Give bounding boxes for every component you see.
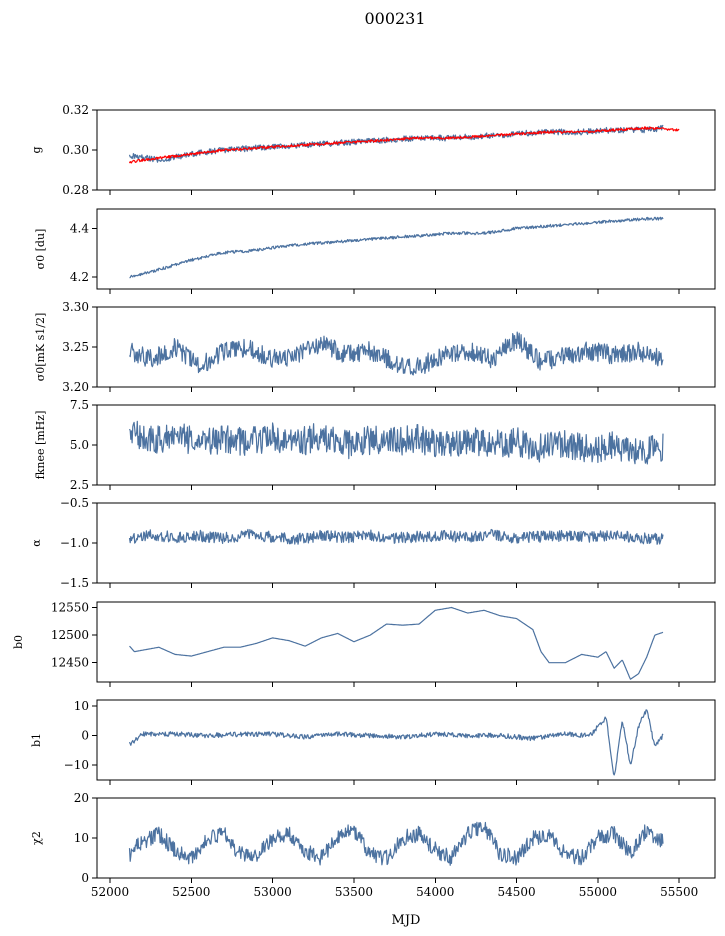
data-line (129, 216, 664, 279)
y-tick-label: 12500 (51, 628, 89, 642)
y-tick-label: 5.0 (70, 438, 89, 452)
y-tick-label: 4.2 (70, 270, 89, 284)
panel-frame (96, 208, 716, 290)
panel-6: 12550 12500 12450 b0 (12, 601, 716, 687)
y-tick-label: 3.30 (62, 300, 89, 314)
y-axis-label: g (30, 146, 43, 153)
data-line (128, 821, 664, 866)
panel-8: 52000 52500 53000 53500 54000 54500 55000 55500… (30, 791, 716, 899)
panel-2: 4.4 4.2 σ0 [du] (34, 208, 716, 294)
x-tick-label: 54500 (497, 885, 535, 899)
panel-7: 10 0 −10 b1 (30, 699, 716, 785)
x-axis-label: MJD (392, 913, 421, 928)
panel-frame (96, 699, 716, 781)
y-tick-label: −1.0 (60, 536, 89, 550)
y-tick-label: 10 (74, 831, 89, 845)
data-line (128, 420, 664, 465)
figure-title: 000231 (364, 9, 425, 28)
y-axis-label: b0 (12, 635, 25, 649)
x-tick-label: 52000 (91, 885, 129, 899)
panel-1: 0.32 0.30 0.28 g (30, 103, 716, 197)
data-line (128, 528, 664, 545)
x-tick-label: 53500 (335, 885, 373, 899)
x-tick-label: 53000 (254, 885, 292, 899)
y-axis-label: b1 (30, 733, 43, 747)
x-tick-label: 55500 (660, 885, 698, 899)
y-axis-label: σ0[mK s1/2] (34, 313, 47, 382)
y-tick-label: 0 (81, 729, 89, 743)
y-axis-label: α (30, 539, 43, 547)
x-tick-label: 55000 (579, 885, 617, 899)
y-tick-label: 2.5 (70, 478, 89, 492)
data-line (128, 331, 664, 376)
panel-frame (96, 109, 716, 191)
y-tick-label: 4.4 (70, 221, 89, 235)
y-tick-label: −10 (64, 758, 89, 772)
data-line (129, 606, 664, 680)
y-axis-label: χ2 (30, 831, 43, 845)
panel-3: 3.30 3.25 3.20 σ0[mK s1/2] (34, 300, 716, 394)
y-tick-label: 3.20 (62, 380, 89, 394)
x-tick-label: 54000 (416, 885, 454, 899)
y-axis-label: σ0 [du] (34, 229, 47, 270)
y-tick-label: 0.30 (62, 143, 89, 157)
x-tick-label: 52500 (172, 885, 210, 899)
panel-frame (96, 502, 716, 584)
data-line (128, 709, 664, 776)
y-tick-label: 20 (74, 791, 89, 805)
panel-4: 7.5 5.0 2.5 fknee [mHz] (34, 398, 716, 492)
y-tick-label: 0 (81, 871, 89, 885)
panel-frame (96, 601, 716, 683)
panels: 0.32 0.30 0.28 g 4.4 4.2 σ0 [du] 3.30 3.25 3.20 σ0… (12, 103, 716, 899)
y-tick-label: 0.28 (62, 183, 89, 197)
panel-5: −0.5 −1.0 −1.5 α (30, 496, 716, 590)
y-tick-label: 0.32 (62, 103, 89, 117)
y-tick-label: 3.25 (62, 340, 89, 354)
fit-line (128, 126, 680, 164)
y-tick-label: 10 (74, 699, 89, 713)
y-tick-label: −1.5 (60, 576, 89, 590)
data-line (128, 124, 664, 163)
y-tick-label: 12550 (51, 601, 89, 615)
y-tick-label: 7.5 (70, 398, 89, 412)
y-axis-label: fknee [mHz] (34, 411, 47, 480)
y-tick-label: 12450 (51, 656, 89, 670)
y-tick-label: −0.5 (60, 496, 89, 510)
